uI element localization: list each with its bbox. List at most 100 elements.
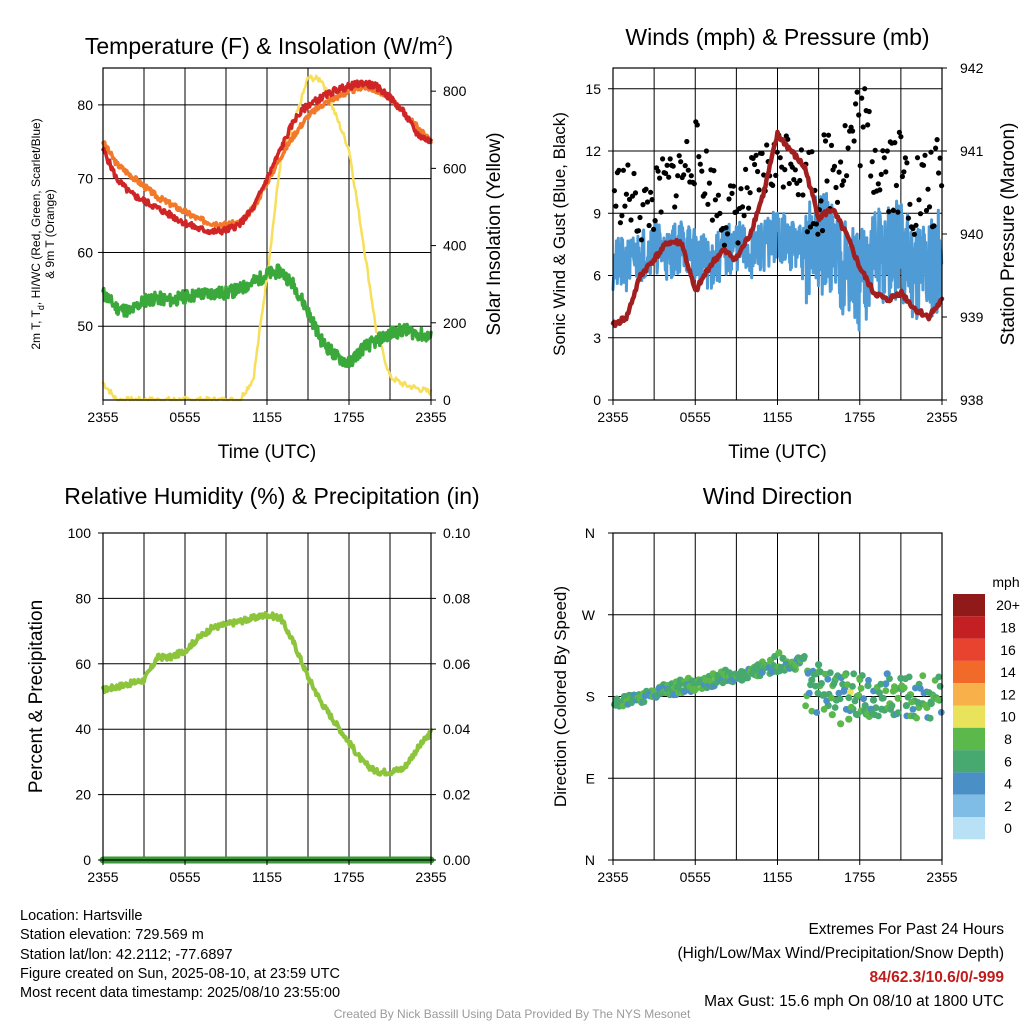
wind-direction-point [859, 672, 866, 679]
wind-direction-point [905, 673, 913, 681]
legend-label: 4 [1004, 776, 1012, 792]
recent-data-text: Most recent data timestamp: 2025/08/10 2… [20, 985, 341, 1002]
gust-point [878, 171, 884, 177]
gust-point [655, 168, 661, 174]
elevation-text: Station elevation: 729.569 m [20, 927, 204, 944]
gust-point [774, 149, 780, 155]
wind-direction-points [611, 649, 945, 728]
legend-label: 2 [1004, 798, 1012, 814]
rh-chart-title: Relative Humidity (%) & Precipitation (i… [64, 483, 479, 509]
gust-point [644, 199, 651, 205]
wind-y-tick-label: 9 [593, 205, 601, 221]
rh-x-tick-label: 1755 [333, 869, 364, 885]
wdir-y-tick-label: E [586, 770, 595, 786]
gust-point [936, 170, 942, 176]
temp-x-tick-label: 2355 [87, 409, 118, 425]
gust-point [923, 207, 930, 214]
legend-swatch [953, 683, 985, 706]
gust-point [860, 124, 866, 130]
gust-point [753, 152, 759, 158]
temp-x-tick-label: 1755 [333, 409, 364, 425]
wind-direction-point [828, 694, 835, 702]
gust-point [913, 222, 919, 228]
gust-point [818, 198, 824, 204]
gust-point [815, 231, 821, 237]
gust-point [721, 242, 728, 248]
wind-y2-tick-label: 938 [960, 392, 984, 408]
gust-point [821, 132, 827, 138]
wind-direction-point [692, 685, 700, 693]
gust-point [643, 186, 649, 192]
gust-point [845, 145, 851, 151]
gust-point [632, 190, 639, 196]
gust-point [934, 137, 940, 143]
wind-x-axis-label: Time (UTC) [728, 442, 827, 463]
wind-direction-point [919, 672, 927, 680]
gust-point [883, 169, 889, 175]
gust-point [782, 167, 788, 173]
gust-point [813, 221, 820, 227]
gust-point [890, 207, 896, 213]
wind-y-tick-label: 15 [585, 81, 601, 97]
gust-point [916, 197, 922, 203]
gust-point [862, 86, 868, 92]
gust-point [800, 192, 806, 198]
gust-point [666, 174, 672, 180]
wind-direction-point [882, 687, 890, 695]
temp-grid [103, 68, 431, 400]
gust-point [752, 161, 758, 168]
gust-point [741, 213, 747, 219]
gust-point [660, 156, 666, 162]
legend-label: 14 [1000, 664, 1016, 680]
wind-direction-point [640, 698, 648, 706]
legend-title: mph [992, 574, 1019, 590]
wind-direction-point [876, 689, 883, 697]
temp-y-axis-label-line2: & 9m T (Orange) [43, 189, 57, 279]
gust-point [904, 160, 910, 166]
wdir-x-tick-label: 1155 [762, 869, 792, 885]
wind-direction-point [909, 706, 917, 713]
wind-direction-point [872, 704, 880, 712]
legend-swatch [953, 727, 985, 751]
gust-point [688, 173, 694, 179]
temp-x-axis-label: Time (UTC) [218, 442, 317, 463]
wind-direction-point [828, 711, 836, 719]
gust-point [854, 89, 860, 95]
rh-y-tick-label: 60 [75, 656, 91, 672]
gust-point [726, 196, 732, 202]
wdir-y-axis-label: Direction (Colored By Speed) [551, 586, 570, 807]
gust-point [648, 189, 654, 195]
wind-direction-point [894, 694, 902, 702]
legend-label: 12 [1000, 686, 1016, 702]
wind-direction-point [801, 653, 808, 660]
wind-direction-point [824, 675, 832, 683]
gust-point [747, 190, 753, 196]
gust-point [675, 173, 681, 179]
gust-point [926, 204, 933, 210]
latlon-text: Station lat/lon: 42.2112; -77.6897 [20, 946, 233, 963]
gust-point [791, 177, 797, 183]
temp-y-axis-label: 2m T, Td, HI/WC (Red, Green, Scarlet/Blu… [29, 118, 46, 349]
gust-point [685, 167, 691, 173]
gust-point [881, 155, 887, 161]
wdir-x-tick-label: 1755 [844, 869, 875, 885]
wind-direction-point [813, 709, 821, 716]
rh-y-tick-label: 0 [83, 852, 91, 868]
gust-point [694, 122, 700, 128]
gust-point [798, 147, 805, 153]
gust-point [706, 180, 713, 186]
gust-point [640, 202, 646, 208]
legend-swatch [953, 616, 985, 639]
wind-direction-point [818, 680, 825, 687]
temp-x-tick-label: 1155 [252, 409, 282, 425]
gust-point [853, 101, 859, 107]
wind-direction-point [877, 680, 885, 688]
gust-point [884, 148, 890, 154]
temp-y2-tick-label: 800 [443, 83, 467, 99]
gust-point [738, 186, 744, 192]
gust-point [786, 180, 792, 187]
legend-swatch [953, 772, 985, 795]
legend-label: 18 [1000, 619, 1016, 635]
rh-y-tick-label: 20 [75, 787, 91, 803]
